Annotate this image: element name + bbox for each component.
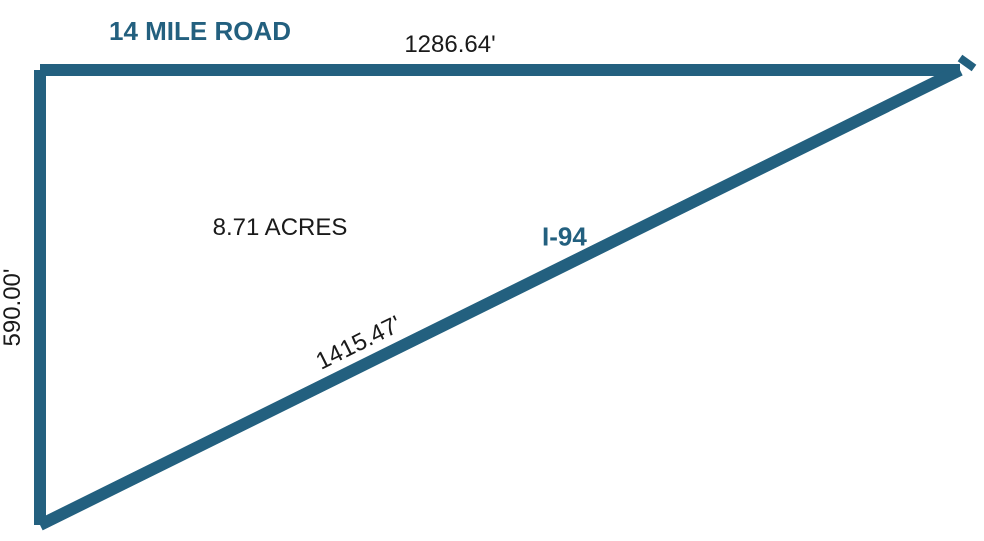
corner-tick bbox=[960, 58, 974, 68]
side-hypotenuse bbox=[40, 70, 960, 525]
area-label: 8.71 ACRES bbox=[213, 214, 348, 241]
dimension-top: 1286.64' bbox=[404, 31, 495, 58]
road-name-top: 14 MILE ROAD bbox=[109, 16, 291, 46]
road-name-hyp: I-94 bbox=[542, 222, 587, 252]
dimension-left: 590.00' bbox=[0, 269, 26, 347]
